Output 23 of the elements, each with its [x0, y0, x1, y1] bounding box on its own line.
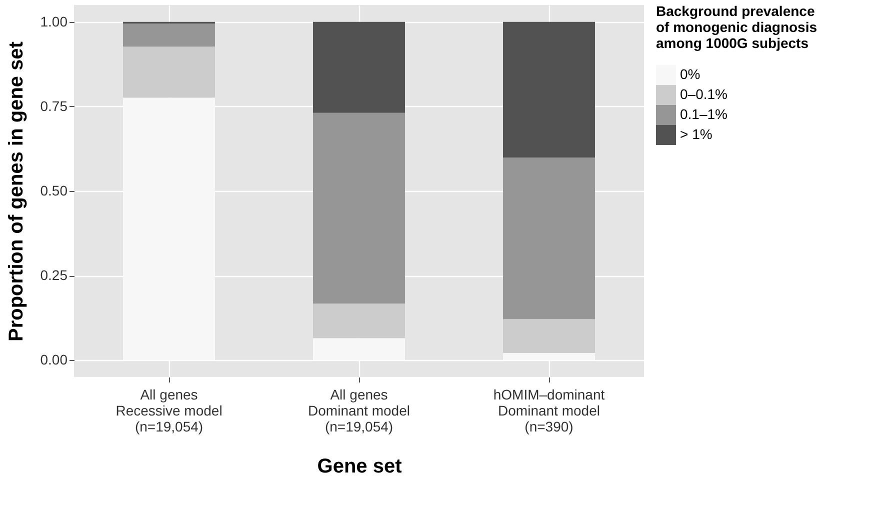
- y-tick-label: 0.00: [40, 352, 68, 368]
- bar: [503, 158, 595, 320]
- y-tick-label: 1.00: [40, 13, 68, 30]
- legend-label: 0–0.1%: [680, 86, 728, 102]
- y-tick-label: 0.75: [40, 98, 68, 114]
- bar: [123, 24, 215, 47]
- legend-label: 0.1–1%: [680, 106, 728, 122]
- y-axis-title: Proportion of genes in gene set: [5, 41, 28, 342]
- y-tick-label: 0.50: [40, 182, 68, 198]
- x-tick-label: All genes Recessive model (n=19,054): [116, 386, 222, 434]
- bar: [503, 22, 595, 158]
- legend-label: > 1%: [680, 126, 712, 142]
- y-tick-label: 0.25: [40, 267, 68, 284]
- bar: [313, 304, 405, 338]
- legend-title: Background prevalence of monogenic diagnosis among 1000G subjects: [656, 3, 818, 51]
- bar: [313, 112, 405, 304]
- bar: [313, 22, 405, 113]
- x-axis-title: Gene set: [317, 456, 402, 478]
- bar: [123, 46, 215, 98]
- bar: [503, 319, 595, 353]
- legend-label: 0%: [680, 66, 700, 82]
- x-tick-label: hOMIM–dominant Dominant model (n=390): [493, 386, 605, 434]
- x-tick-label: All genes Dominant model (n=19,054): [308, 386, 410, 434]
